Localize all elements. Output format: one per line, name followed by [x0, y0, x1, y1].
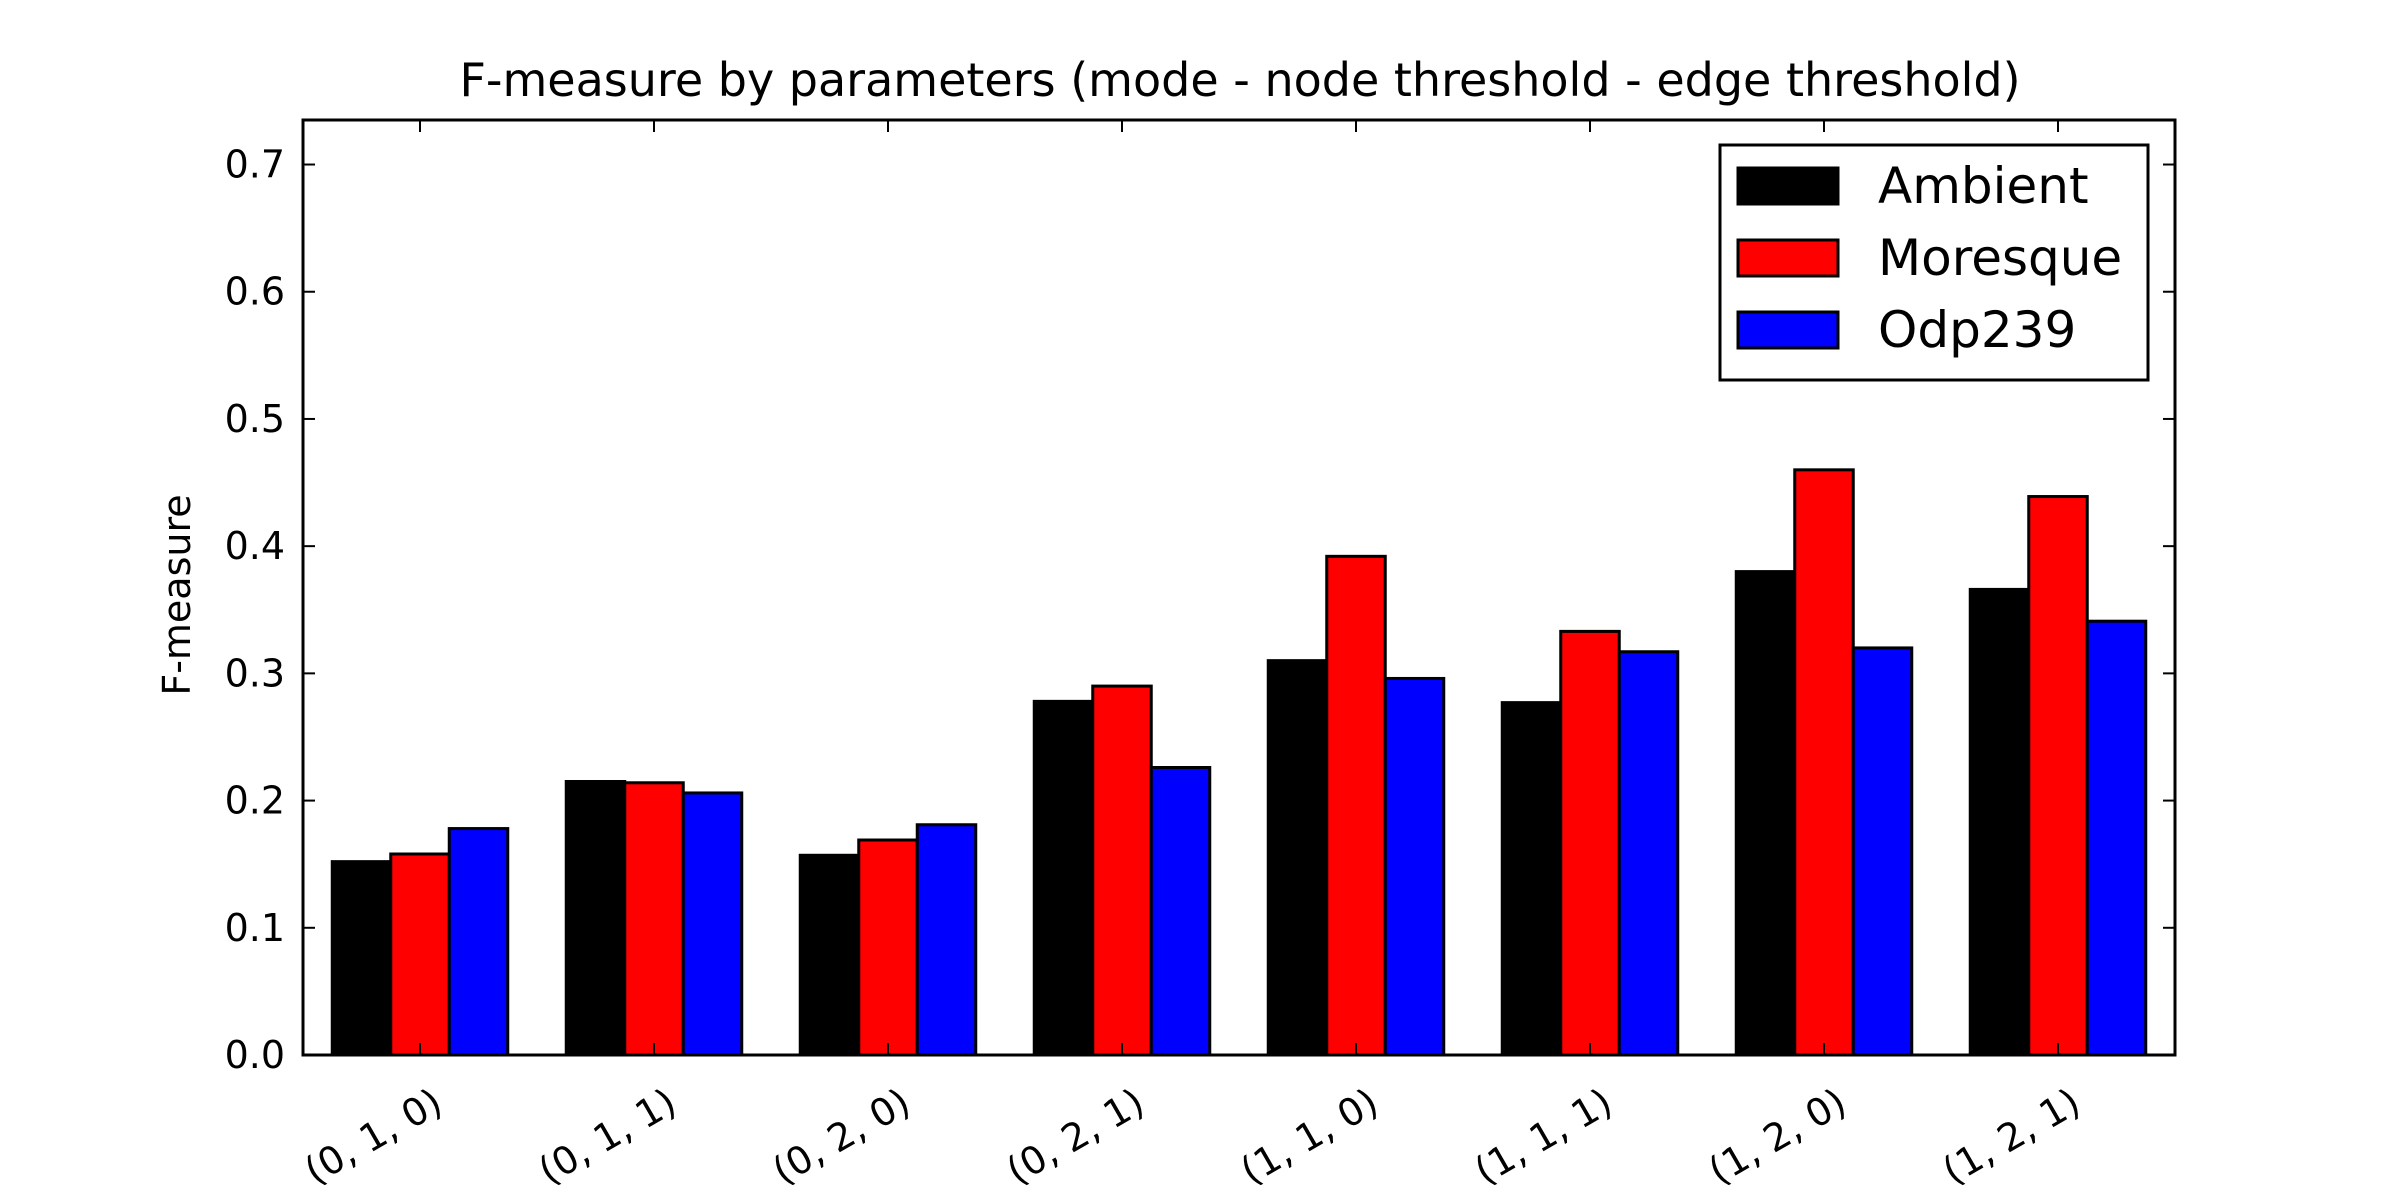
bar-moresque-3 — [1091, 684, 1153, 1057]
y-tick-label: 0.5 — [225, 397, 285, 441]
legend-swatch-moresque — [1736, 238, 1840, 278]
bar-odp239-0 — [447, 827, 510, 1057]
bar-odp239-2 — [915, 823, 978, 1057]
bar-ambient-4 — [1266, 659, 1329, 1057]
legend-label-moresque: Moresque — [1878, 229, 2122, 287]
legend-label-odp239: Odp239 — [1878, 301, 2076, 359]
bar-ambient-1 — [564, 779, 627, 1057]
y-tick-label: 0.6 — [225, 270, 285, 314]
bar-odp239-1 — [681, 791, 744, 1057]
bar-ambient-3 — [1032, 699, 1095, 1057]
bar-ambient-7 — [1968, 587, 2031, 1057]
bars-group — [330, 468, 2148, 1057]
bar-moresque-6 — [1793, 468, 1855, 1057]
y-tick-label: 0.0 — [225, 1033, 285, 1077]
x-tick-label: (1, 1, 0) — [1233, 1080, 1385, 1193]
bar-moresque-5 — [1559, 629, 1621, 1057]
y-tick-label: 0.4 — [225, 524, 285, 568]
bar-ambient-5 — [1500, 701, 1563, 1057]
x-tick-label: (1, 2, 1) — [1935, 1080, 2087, 1193]
bar-moresque-1 — [623, 781, 685, 1057]
x-tick-label: (1, 1, 1) — [1467, 1080, 1619, 1193]
x-tick-label: (1, 2, 0) — [1701, 1080, 1853, 1193]
bar-odp239-6 — [1851, 646, 1914, 1057]
y-axis-label: F-measure — [155, 494, 199, 695]
bar-moresque-4 — [1325, 554, 1387, 1057]
y-tick-label: 0.1 — [225, 906, 285, 950]
x-tick-label: (0, 1, 1) — [531, 1080, 683, 1193]
y-tick-label: 0.2 — [225, 779, 285, 823]
bar-moresque-2 — [857, 838, 919, 1057]
bar-ambient-0 — [330, 860, 393, 1057]
legend: Ambient Moresque Odp239 — [1718, 143, 2150, 382]
y-tick-label: 0.7 — [225, 143, 285, 187]
y-tick-label: 0.3 — [225, 651, 285, 695]
x-tick-label: (0, 2, 0) — [765, 1080, 917, 1193]
chart-title: F-measure by parameters (mode - node thr… — [459, 53, 2020, 107]
plot-frame — [301, 118, 2177, 1057]
bar-ambient-2 — [798, 853, 861, 1057]
legend-swatch-odp239 — [1736, 310, 1840, 350]
x-tick-label: (0, 1, 0) — [297, 1080, 449, 1193]
bar-ambient-6 — [1734, 570, 1797, 1057]
x-tick-label: (0, 2, 1) — [999, 1080, 1151, 1193]
bar-odp239-5 — [1617, 650, 1680, 1057]
bar-odp239-3 — [1149, 766, 1212, 1057]
bar-odp239-4 — [1383, 676, 1446, 1057]
bar-odp239-7 — [2085, 619, 2148, 1057]
legend-swatch-ambient — [1736, 166, 1840, 206]
bar-moresque-7 — [2027, 495, 2089, 1057]
legend-label-ambient: Ambient — [1878, 157, 2089, 215]
bar-moresque-0 — [389, 852, 451, 1057]
y-ticks-group: 0.0 0.1 0.2 0.3 0.4 0.5 0.6 0.7 — [225, 143, 2175, 1077]
